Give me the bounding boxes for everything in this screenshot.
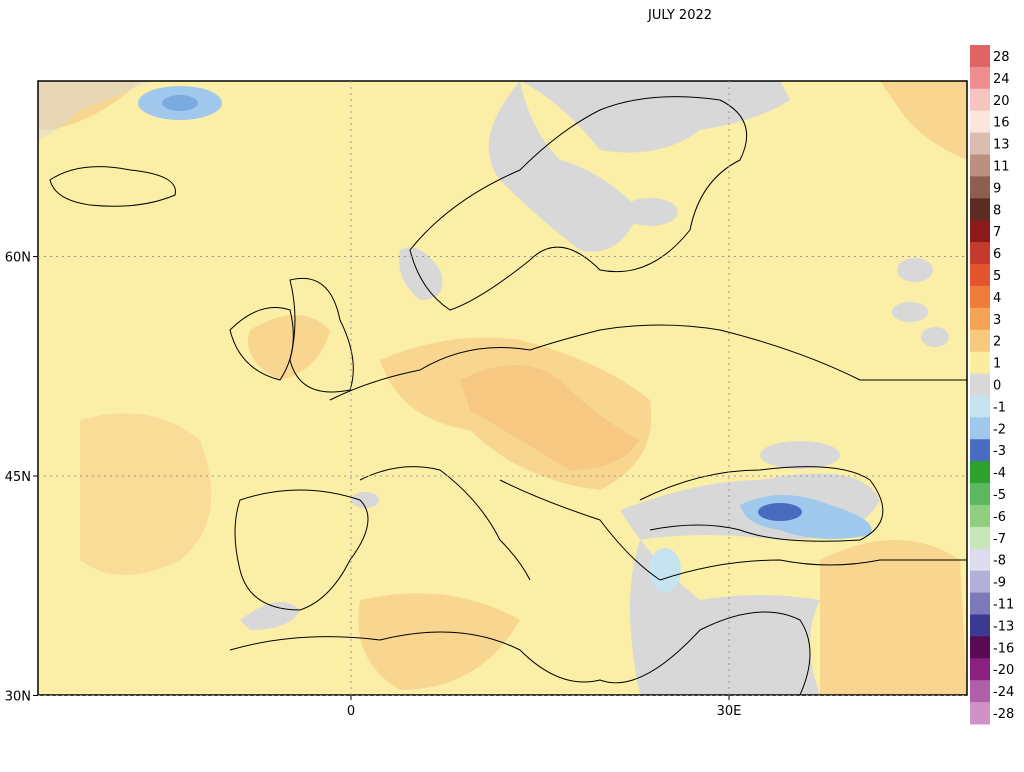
colorbar-segment bbox=[970, 154, 990, 177]
colorbar-segment bbox=[970, 439, 990, 462]
colorbar-label: -3 bbox=[993, 444, 1006, 459]
colorbar-segment bbox=[970, 45, 990, 68]
colorbar-label: 9 bbox=[993, 181, 1001, 196]
colorbar-label: 8 bbox=[993, 203, 1001, 218]
colorbar-label: 0 bbox=[993, 379, 1001, 394]
colorbar-label: -4 bbox=[993, 466, 1006, 481]
colorbar-label: -16 bbox=[993, 641, 1014, 656]
colorbar-label: 5 bbox=[993, 269, 1001, 284]
colorbar-segment bbox=[970, 526, 990, 550]
colorbar-label: -11 bbox=[993, 598, 1014, 613]
colorbar-segment bbox=[970, 329, 990, 353]
colorbar-segment bbox=[970, 242, 990, 265]
colorbar-segment bbox=[970, 680, 990, 703]
colorbar-segment bbox=[970, 504, 990, 528]
colorbar-label: 3 bbox=[993, 313, 1001, 328]
map-title: JULY 2022 bbox=[647, 8, 712, 23]
map-frame bbox=[37, 80, 968, 696]
colorbar-label: 16 bbox=[993, 116, 1010, 131]
colorbar-segment bbox=[970, 264, 990, 287]
colorbar-segment bbox=[970, 702, 990, 725]
colorbar-label: 24 bbox=[993, 72, 1010, 87]
colorbar-label: -7 bbox=[993, 532, 1006, 547]
colorbar-label: 28 bbox=[993, 50, 1010, 65]
colorbar-segment bbox=[970, 66, 990, 90]
colorbar-segment bbox=[970, 88, 990, 112]
colorbar-segment bbox=[970, 395, 990, 418]
colorbar-label: -9 bbox=[993, 576, 1006, 591]
colorbar-label: 6 bbox=[993, 247, 1001, 262]
colorbar-label: -8 bbox=[993, 554, 1006, 569]
colorbar-label: -1 bbox=[993, 400, 1006, 415]
colorbar-label: -24 bbox=[993, 685, 1014, 700]
colorbar-segment bbox=[970, 592, 990, 615]
colorbar-segment bbox=[970, 570, 990, 594]
longitude-label: 30E bbox=[717, 704, 742, 719]
colorbar-segment bbox=[970, 636, 990, 659]
colorbar-label: 13 bbox=[993, 138, 1010, 153]
latitude-label: 45N bbox=[5, 470, 31, 485]
colorbar-segment bbox=[970, 417, 990, 440]
colorbar-label: -20 bbox=[993, 663, 1014, 678]
colorbar-label: 2 bbox=[993, 335, 1001, 350]
colorbar-label: 11 bbox=[993, 159, 1010, 174]
colorbar-segment bbox=[970, 548, 990, 572]
colorbar-segment bbox=[970, 461, 990, 484]
colorbar-segment bbox=[970, 285, 990, 309]
colorbar-segment bbox=[970, 220, 990, 243]
colorbar-label: 7 bbox=[993, 225, 1001, 240]
colorbar-segment bbox=[970, 307, 990, 331]
longitude-label: 0 bbox=[347, 704, 355, 719]
colorbar-segment bbox=[970, 176, 990, 199]
colorbar-segment bbox=[970, 658, 990, 681]
colorbar-label: -13 bbox=[993, 619, 1014, 634]
anomaly-field bbox=[38, 81, 967, 695]
colorbar-segment bbox=[970, 351, 990, 375]
colorbar-label: 4 bbox=[993, 291, 1001, 306]
colorbar-segment bbox=[970, 132, 990, 156]
colorbar-label: 1 bbox=[993, 357, 1001, 372]
colorbar-segment bbox=[970, 614, 990, 637]
colorbar-label: -5 bbox=[993, 488, 1006, 503]
colorbar-segment bbox=[970, 373, 990, 396]
colorbar-label: -2 bbox=[993, 422, 1006, 437]
colorbar-label: 20 bbox=[993, 94, 1010, 109]
colorbar: 28 24 20 16 13 11 9 8 7 6 5 4 3 2 1 0 -1 -2 -3 -4 -5 -6 -7 -8 -9… bbox=[970, 45, 1014, 725]
colorbar-label: -28 bbox=[993, 707, 1014, 722]
latitude-label: 60N bbox=[5, 251, 31, 266]
colorbar-segment bbox=[970, 198, 990, 221]
colorbar-label: -6 bbox=[993, 510, 1006, 525]
graticule: 60N 45N 30N 0 30E bbox=[5, 81, 967, 719]
latitude-label: 30N bbox=[5, 689, 31, 704]
colorbar-segment bbox=[970, 483, 990, 506]
colorbar-segment bbox=[970, 110, 990, 134]
